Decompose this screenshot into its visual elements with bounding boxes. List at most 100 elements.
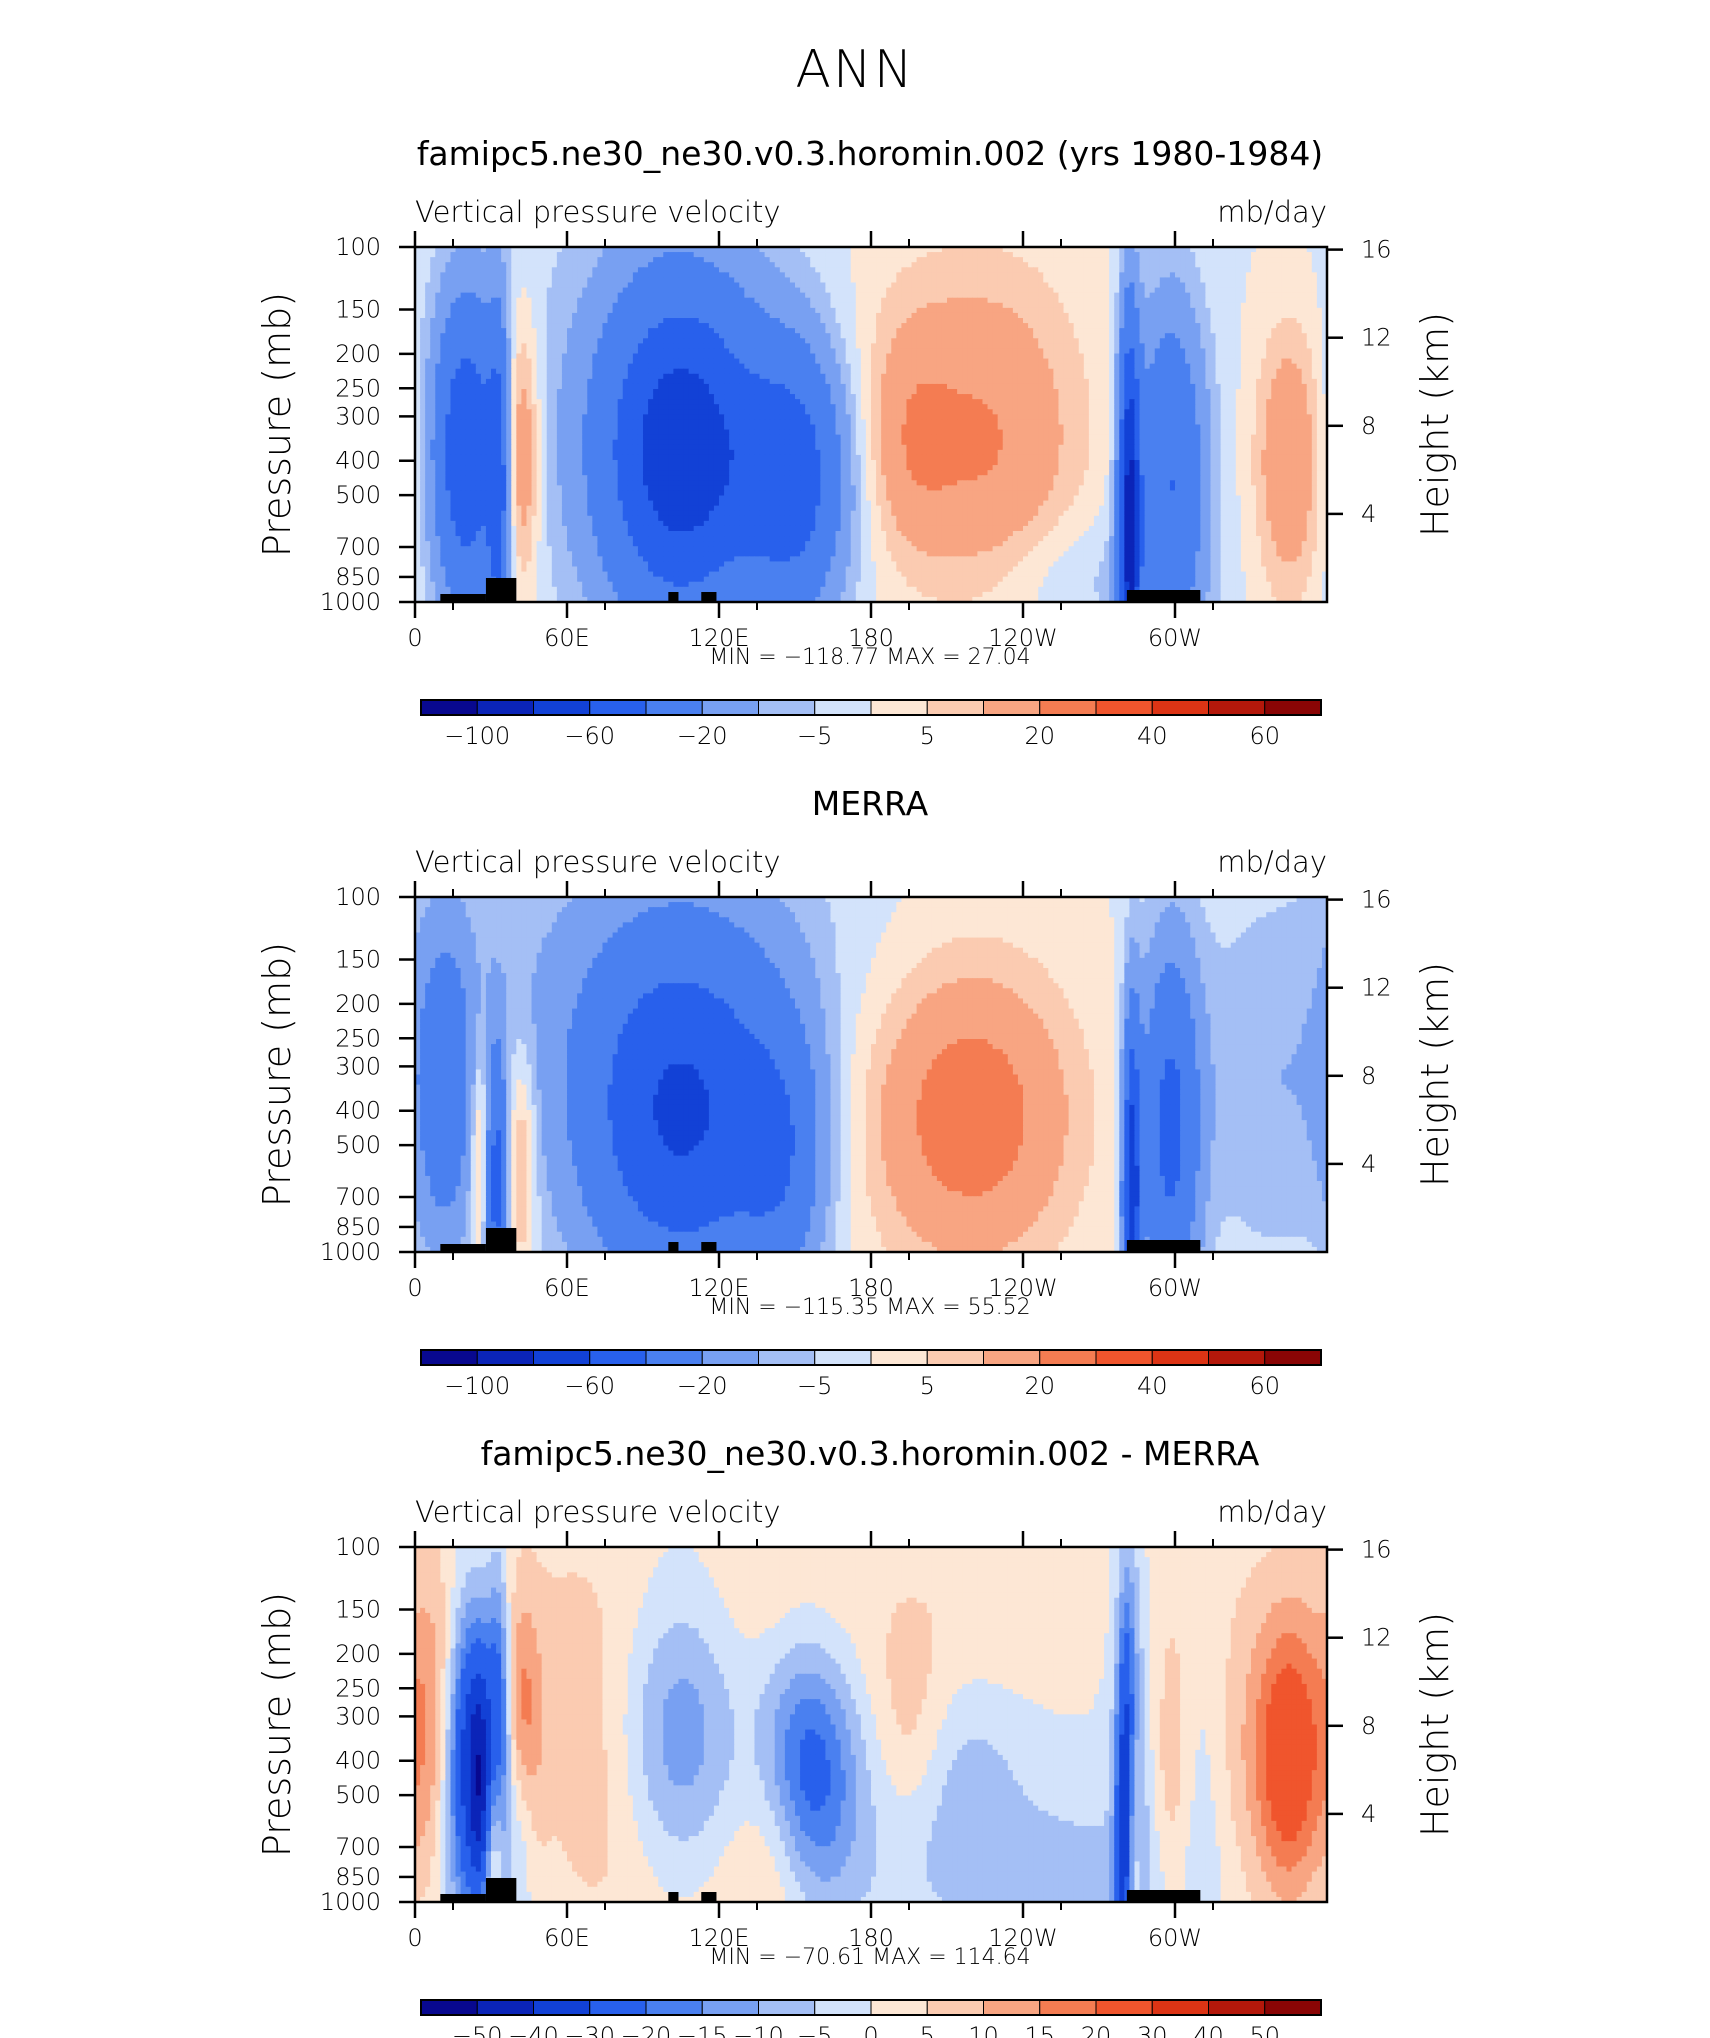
contour-cell — [1083, 318, 1090, 324]
contour-cell — [1002, 282, 1009, 289]
contour-cell — [911, 318, 918, 324]
contour-cell — [663, 302, 669, 309]
contour-cell — [678, 323, 685, 329]
contour-cell — [582, 328, 588, 334]
contour-cell — [896, 323, 902, 329]
contour-cell — [491, 363, 497, 370]
contour-cell — [896, 383, 902, 390]
contour-cell — [1007, 368, 1014, 375]
contour-cell — [602, 302, 609, 309]
contour-cell — [1038, 358, 1044, 365]
contour-cell — [637, 272, 644, 279]
contour-cell — [1245, 267, 1252, 273]
contour-cell — [1321, 292, 1328, 299]
contour-cell — [1038, 302, 1044, 309]
contour-cell — [1038, 383, 1044, 390]
contour-cell — [541, 328, 548, 334]
contour-cell — [455, 312, 462, 319]
contour-cell — [941, 307, 948, 314]
contour-cell — [957, 307, 963, 314]
contour-cell — [987, 333, 994, 339]
contour-cell — [536, 373, 543, 380]
contour-cell — [876, 277, 882, 284]
contour-cell — [891, 383, 897, 390]
contour-cell — [556, 247, 563, 253]
contour-cell — [496, 333, 502, 339]
contour-cell — [891, 272, 897, 279]
contour-cell — [1007, 247, 1014, 253]
contour-cell — [1063, 247, 1070, 253]
contour-cell — [485, 318, 492, 324]
contour-cell — [739, 302, 745, 309]
contour-cell — [1002, 348, 1009, 355]
contour-cell — [1124, 348, 1130, 355]
contour-cell — [957, 292, 963, 299]
contour-cell — [1119, 353, 1125, 360]
contour-cell — [876, 267, 882, 273]
contour-cell — [926, 247, 933, 253]
contour-cell — [1245, 318, 1252, 324]
contour-cell — [800, 373, 806, 380]
contour-cell — [663, 272, 669, 279]
contour-cell — [703, 277, 710, 284]
contour-cell — [612, 348, 619, 355]
contour-cell — [430, 318, 436, 324]
contour-cell — [992, 257, 999, 263]
contour-cell — [871, 302, 877, 309]
contour-cell — [1109, 363, 1115, 370]
contour-cell — [480, 363, 487, 370]
contour-cell — [1235, 302, 1242, 309]
contour-cell — [896, 267, 902, 273]
contour-cell — [891, 378, 897, 385]
contour-cell — [1017, 318, 1024, 324]
contour-cell — [977, 358, 984, 365]
contour-cell — [967, 257, 973, 263]
contour-cell — [491, 257, 497, 263]
contour-cell — [1144, 318, 1151, 324]
contour-cell — [982, 368, 989, 375]
contour-cell — [1235, 277, 1242, 284]
contour-cell — [982, 328, 989, 334]
contour-cell — [1180, 378, 1186, 385]
contour-cell — [977, 292, 984, 299]
contour-cell — [648, 373, 654, 380]
contour-cell — [1129, 328, 1136, 334]
contour-cell — [713, 333, 720, 339]
contour-cell — [941, 328, 948, 334]
contour-cell — [1261, 378, 1267, 385]
contour-cell — [1104, 247, 1110, 253]
contour-cell — [440, 323, 446, 329]
contour-cell — [521, 318, 528, 324]
contour-cell — [521, 267, 528, 273]
contour-cell — [1053, 358, 1060, 365]
contour-cell — [1144, 292, 1151, 299]
contour-cell — [840, 333, 847, 339]
contour-cell — [622, 358, 629, 365]
contour-cell — [795, 343, 801, 350]
contour-cell — [480, 368, 487, 375]
contour-cell — [962, 358, 968, 365]
contour-cell — [632, 257, 639, 263]
contour-cell — [1144, 343, 1151, 350]
contour-cell — [1002, 323, 1009, 329]
contour-cell — [784, 363, 791, 370]
contour-cell — [475, 277, 482, 284]
contour-cell — [440, 312, 446, 319]
contour-cell — [876, 302, 882, 309]
contour-cell — [688, 358, 695, 365]
contour-cell — [698, 297, 705, 304]
contour-cell — [936, 307, 943, 314]
contour-cell — [1190, 247, 1196, 253]
contour-cell — [678, 282, 685, 289]
contour-cell — [582, 287, 588, 294]
contour-cell — [1261, 277, 1267, 284]
contour-cell — [957, 373, 963, 380]
contour-cell — [1088, 323, 1095, 329]
contour-cell — [1296, 358, 1303, 365]
contour-cell — [1291, 267, 1298, 273]
contour-cell — [637, 323, 644, 329]
contour-cell — [1053, 247, 1060, 253]
contour-cell — [1286, 353, 1293, 360]
contour-cell — [850, 272, 857, 279]
